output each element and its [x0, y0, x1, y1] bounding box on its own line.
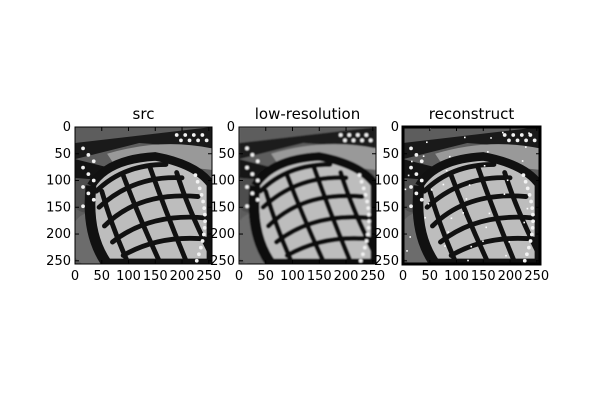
axes-frame	[74, 126, 213, 265]
x-tick-label: 150	[143, 269, 168, 284]
panel-title: reconstruct	[429, 105, 515, 123]
y-tick-label: 100	[374, 174, 399, 189]
y-tick-label: 200	[210, 227, 235, 242]
y-tick-label: 50	[54, 147, 71, 162]
y-tick-label: 0	[63, 120, 71, 135]
panel-title: src	[133, 105, 155, 123]
x-tick-label: 100	[116, 269, 141, 284]
y-tick-label: 250	[46, 254, 71, 269]
x-tick-label: 100	[280, 269, 305, 284]
y-tick-label: 100	[46, 174, 71, 189]
panel-image	[75, 127, 212, 264]
panel-image	[403, 127, 540, 264]
x-tick-label: 50	[421, 269, 438, 284]
x-tick-label: 100	[444, 269, 469, 284]
axes-frame	[401, 125, 542, 266]
y-tick-label: 0	[227, 120, 235, 135]
x-tick-label: 200	[498, 269, 523, 284]
y-tick-label: 0	[391, 120, 399, 135]
x-tick-label: 0	[71, 269, 79, 284]
x-tick-label: 150	[471, 269, 496, 284]
y-tick-label: 150	[46, 200, 71, 215]
x-tick-label: 50	[257, 269, 274, 284]
x-tick-label: 0	[399, 269, 407, 284]
y-tick-label: 100	[210, 174, 235, 189]
axes-frame	[238, 126, 377, 265]
x-tick-label: 250	[524, 269, 549, 284]
y-tick-label: 150	[374, 200, 399, 215]
y-tick-label: 50	[218, 147, 235, 162]
x-tick-label: 150	[307, 269, 332, 284]
x-tick-label: 50	[93, 269, 110, 284]
panel-title: low-resolution	[255, 105, 361, 123]
y-tick-label: 200	[46, 227, 71, 242]
x-tick-label: 200	[334, 269, 359, 284]
y-tick-label: 200	[374, 227, 399, 242]
x-tick-label: 250	[196, 269, 221, 284]
panel-image	[239, 127, 376, 264]
y-tick-label: 250	[374, 254, 399, 269]
x-tick-label: 0	[235, 269, 243, 284]
y-tick-label: 250	[210, 254, 235, 269]
y-tick-label: 50	[382, 147, 399, 162]
x-tick-label: 250	[360, 269, 385, 284]
x-tick-label: 200	[170, 269, 195, 284]
y-tick-label: 150	[210, 200, 235, 215]
